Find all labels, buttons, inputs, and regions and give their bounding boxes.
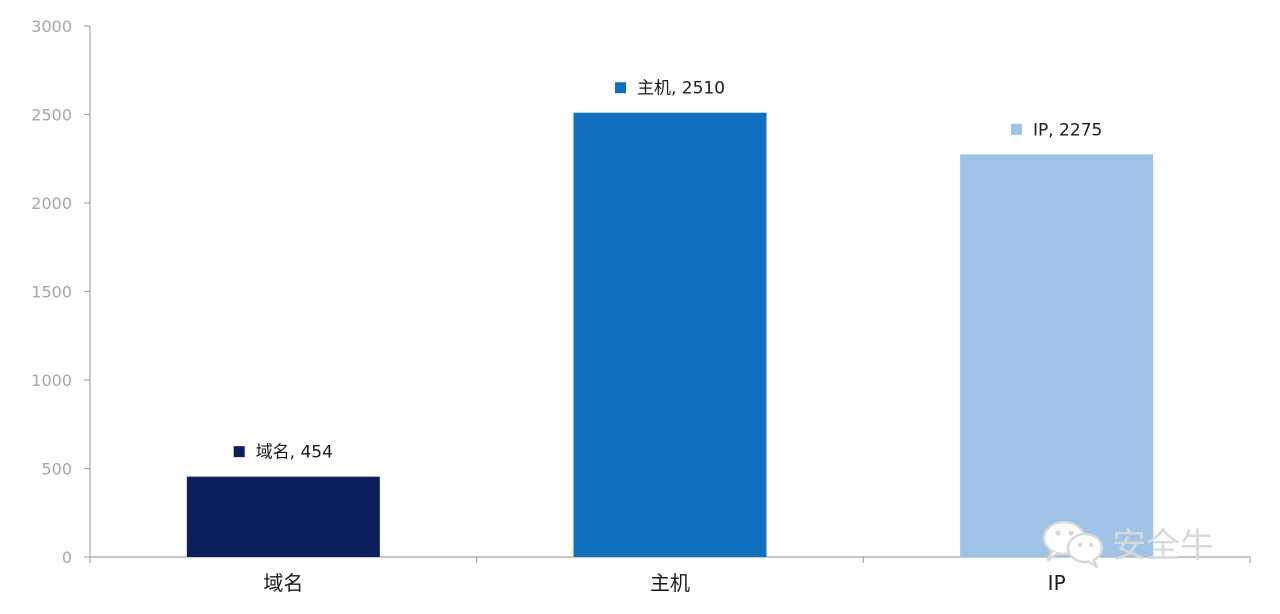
axes: 0 500 1000 1500 2000 2500 3000 域名 主机 IP xyxy=(31,17,1251,595)
data-label-2: 主机, 2510 xyxy=(614,79,725,99)
x-tick-label: 主机 xyxy=(650,571,690,595)
y-tick-label: 500 xyxy=(41,460,72,479)
y-tick-label: 3000 xyxy=(31,17,72,36)
y-tick-label: 1000 xyxy=(31,371,72,390)
bars xyxy=(186,112,1154,557)
data-label-text: 域名, 454 xyxy=(256,443,333,463)
data-labels: 域名, 454 主机, 2510 IP, 2275 xyxy=(233,79,1102,463)
data-label-text: 主机, 2510 xyxy=(637,79,725,99)
x-tick-label: 域名 xyxy=(263,571,303,595)
bar-1 xyxy=(186,476,380,557)
legend-key-square xyxy=(233,446,245,458)
y-tick-label: 2000 xyxy=(31,194,72,213)
legend-key-square xyxy=(614,82,626,94)
legend-key-square xyxy=(1010,123,1022,135)
y-tick-label: 0 xyxy=(62,548,72,567)
data-label-1: 域名, 454 xyxy=(233,443,333,463)
data-label-3: IP, 2275 xyxy=(1010,120,1102,140)
watermark-text: 安全牛 xyxy=(1112,526,1214,566)
x-tick-label: IP xyxy=(1048,571,1066,595)
bar-2 xyxy=(573,112,767,557)
data-label-text: IP, 2275 xyxy=(1033,120,1102,140)
y-tick-label: 2500 xyxy=(31,106,72,125)
wechat-icon xyxy=(1042,520,1104,569)
watermark: 安全牛 xyxy=(1042,520,1214,569)
bar-3 xyxy=(960,154,1154,557)
y-tick-label: 1500 xyxy=(31,283,72,302)
